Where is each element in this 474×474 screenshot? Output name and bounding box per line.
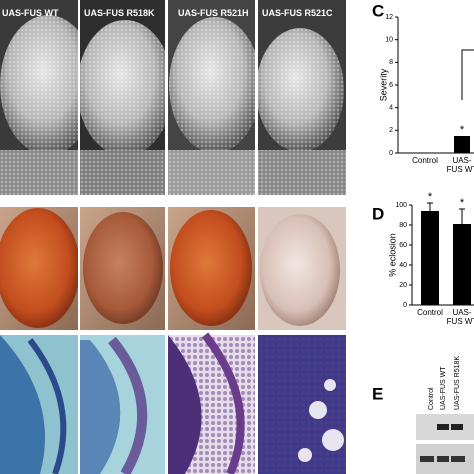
bar [454, 136, 470, 153]
lane-label: Control [428, 387, 435, 410]
y-tick-label: 8 [389, 59, 393, 66]
y-axis-label: Severity [378, 68, 388, 101]
column-title: UAS-FUS WT [2, 8, 59, 18]
x-tick-label: UAS-FUS WT [446, 308, 474, 326]
y-tick-label: 100 [395, 202, 407, 209]
column-title: UAS-FUS R518K [84, 8, 155, 18]
significance-marker: * [460, 197, 465, 209]
panel-label: C [372, 1, 384, 20]
y-tick-label: 60 [399, 242, 407, 249]
histology-row [0, 332, 346, 474]
y-tick-label: 2 [389, 127, 393, 134]
y-tick-label: 80 [399, 222, 407, 229]
y-tick-label: 12 [385, 14, 393, 21]
x-tick-label: Control [412, 156, 438, 165]
bar [421, 211, 439, 305]
y-tick-label: 20 [399, 282, 407, 289]
column-title: UAS-FUS R521C [262, 8, 333, 18]
y-tick-label: 40 [399, 262, 407, 269]
western-blot [416, 414, 474, 474]
x-tick-label: Control [417, 308, 443, 317]
lane-label: UAS-FUS WT [440, 366, 447, 410]
y-axis-label: % eclosion [387, 233, 397, 277]
y-tick-label: 0 [389, 150, 393, 157]
y-tick-label: 0 [403, 302, 407, 309]
significance-marker: * [460, 124, 465, 136]
bar [453, 224, 471, 305]
eye-row [0, 207, 346, 330]
panel-label: D [372, 204, 384, 223]
y-tick-label: 4 [389, 105, 393, 112]
y-tick-label: 10 [385, 37, 393, 44]
panel-label: E [372, 384, 383, 403]
column-title: UAS-FUS R521H [178, 8, 249, 18]
significance-bracket [461, 49, 474, 100]
significance-marker: * [428, 191, 433, 203]
y-tick-label: 6 [389, 82, 393, 89]
sem-row [0, 0, 346, 195]
lane-label: UAS-FUS R518K [454, 356, 461, 410]
x-tick-label: UAS-FUS WT [446, 156, 474, 174]
